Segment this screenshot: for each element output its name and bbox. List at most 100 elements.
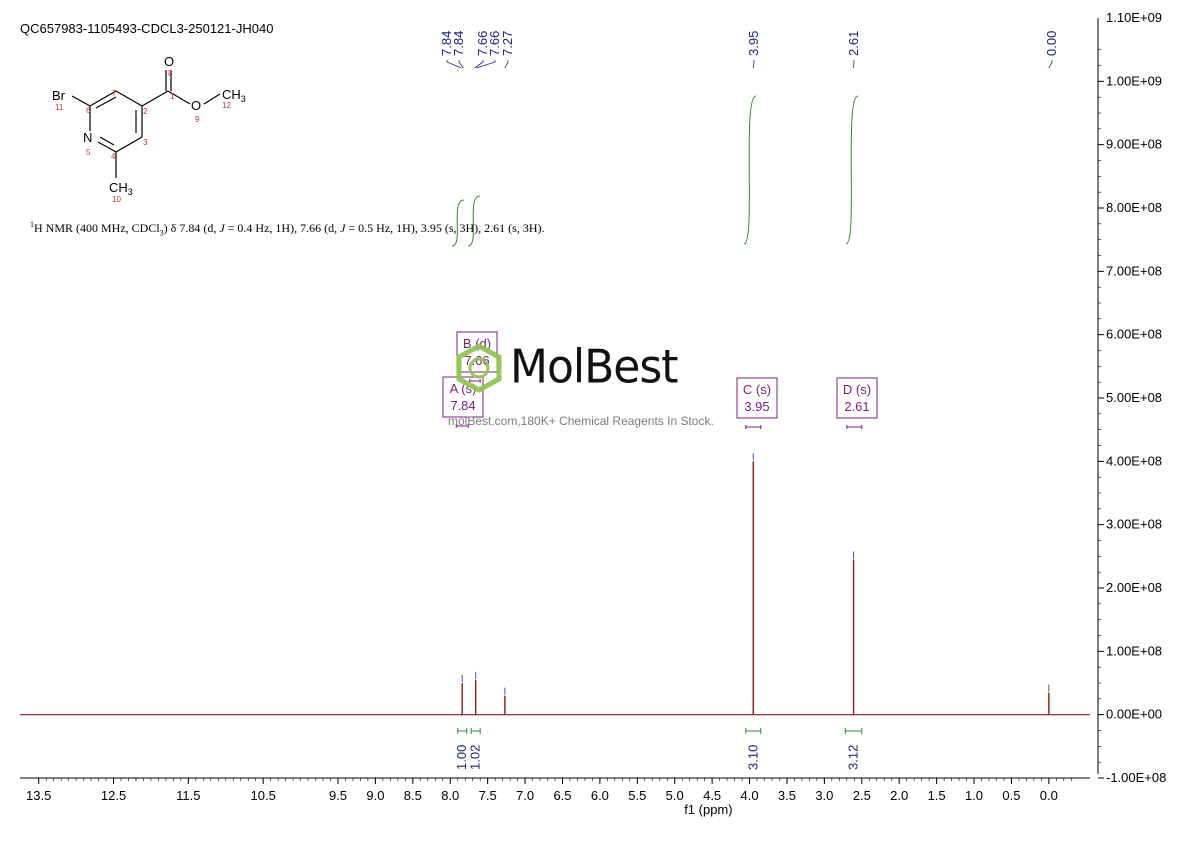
integral-value: 3.10	[745, 745, 760, 770]
x-tick-label: 6.0	[591, 788, 609, 803]
atom-o-ester-number: 9	[195, 115, 200, 124]
peak-label-connector	[504, 60, 509, 69]
atom-ch3-ester-number: 12	[222, 101, 231, 110]
integral-curve	[451, 199, 465, 247]
y-tick-label: 5.00E+08	[1106, 390, 1162, 405]
multiplet-boxes: A (s)7.84B (d)7.66C (s)3.95D (s)2.61	[442, 331, 878, 429]
y-tick-label: 1.00E+08	[1106, 643, 1162, 658]
bond-c3-c4	[115, 136, 143, 153]
bond-c1-o9	[167, 90, 191, 105]
y-tick-label: 1.00E+09	[1106, 73, 1162, 88]
y-tick-label: -1.00E+08	[1106, 770, 1166, 785]
y-tick-label: 9.00E+08	[1106, 137, 1162, 152]
x-tick-label: 2.0	[890, 788, 908, 803]
molecule-structure	[71, 70, 221, 178]
y-tick-label: 0.00E+00	[1106, 707, 1162, 722]
peak-label: 7.66	[487, 31, 502, 56]
spectrum-trace	[20, 453, 1090, 716]
peak-label-connector	[752, 60, 755, 69]
x-tick-label: 12.5	[101, 788, 126, 803]
axes: 13.5 12.5 11.5 10.5 9.5 9.0 8.5 8.0 7.5 7.0 6.5 6.0…	[20, 10, 1166, 817]
bond-c6-c7	[89, 90, 117, 107]
atom-o-ester: O	[191, 98, 201, 113]
atom-c3-number: 3	[143, 138, 148, 147]
x-tick-label: 7.0	[516, 788, 534, 803]
peak-label: 7.84	[439, 31, 454, 56]
atom-n-number: 5	[86, 148, 91, 157]
multiplet-range	[846, 425, 863, 429]
x-tick-label: 8.5	[404, 788, 422, 803]
x-tick-label: 1.0	[965, 788, 983, 803]
integral-value: 3.12	[846, 745, 861, 770]
integral-curve	[845, 95, 859, 245]
y-tick-label: 4.00E+08	[1106, 453, 1162, 468]
integral-range	[844, 728, 863, 734]
y-tick-label-top: 1.10E+09	[1106, 10, 1162, 25]
atom-br-number: 11	[55, 103, 64, 112]
peak-label: 7.27	[500, 31, 515, 56]
y-tick-label: 3.00E+08	[1106, 517, 1162, 532]
integral-curve	[743, 95, 757, 245]
bond-c6-br	[71, 95, 91, 107]
bond-o9-c12	[203, 93, 221, 105]
molecule-labels: Br 11 N 5 O 8 O 9 CH3 12 CH3 10 1 2 3 4 …	[52, 54, 246, 204]
atom-ch3-ring: CH3	[109, 180, 133, 197]
atom-c4-number: 4	[111, 152, 116, 161]
x-tick-label: 11.5	[176, 788, 200, 803]
peak-labels: 7.847.84 7.667.667.27 3.95 2.61 0.00	[439, 31, 1059, 69]
peak-label: 7.66	[475, 31, 490, 56]
x-tick-label: 9.0	[366, 788, 384, 803]
x-tick-label: 0.5	[1002, 788, 1020, 803]
watermark-brand: MolBest	[510, 340, 679, 395]
x-tick-label: 8.0	[441, 788, 459, 803]
x-tick-label: 3.5	[778, 788, 796, 803]
watermark-tagline: molBest.com,180K+ Chemical Reagents In S…	[448, 414, 714, 428]
atom-o-carbonyl-number: 8	[168, 69, 173, 78]
atom-ch3-ring-number: 10	[112, 195, 121, 204]
molbest-logo-icon	[456, 343, 502, 393]
peak-label: 2.61	[846, 31, 861, 56]
peak-label: 0.00	[1044, 31, 1059, 56]
sample-id-title: QC657983-1105493-CDCL3-250121-JH040	[20, 21, 273, 36]
atom-n: N	[83, 130, 92, 145]
atom-ch3-ester: CH3	[222, 87, 246, 104]
peak-label: 7.84	[451, 31, 466, 56]
y-tick-label: 7.00E+08	[1106, 263, 1162, 278]
peak-label-connector	[446, 60, 462, 69]
atom-c7-number: 7	[112, 89, 117, 98]
atom-br: Br	[52, 88, 66, 103]
multiplet-letter: D (s)	[843, 382, 871, 397]
atom-o-carbonyl: O	[164, 54, 174, 69]
x-tick-label: 3.0	[815, 788, 833, 803]
x-tick-label: 2.5	[853, 788, 871, 803]
y-tick-label: 6.00E+08	[1106, 327, 1162, 342]
y-tick-label: 2.00E+08	[1106, 580, 1162, 595]
integral-curve	[467, 195, 481, 247]
integral-value: 1.02	[468, 745, 483, 770]
peak-label-connector	[476, 60, 496, 69]
multiplet-shift: 7.84	[450, 398, 475, 413]
multiplet-range	[745, 425, 762, 429]
multiplet-box	[736, 377, 778, 419]
multiplet-range	[455, 424, 469, 428]
x-tick-label: 7.5	[479, 788, 497, 803]
integral-curves	[451, 95, 859, 247]
peak-label: 3.95	[746, 31, 761, 56]
x-tick-label: 4.0	[741, 788, 759, 803]
integration-markers: 1.001.02 3.10 3.12	[454, 728, 863, 770]
bond-c4-n5-double	[99, 136, 115, 146]
bond-c6-c7-double	[95, 96, 117, 109]
x-tick-label: 1.5	[928, 788, 946, 803]
bond-c2-c1	[141, 90, 169, 107]
multiplet-shift: 3.95	[744, 399, 769, 414]
bond-c7-c2	[115, 90, 143, 107]
x-tick-label: 5.0	[666, 788, 684, 803]
multiplet-box	[836, 377, 878, 419]
x-tick-label: 4.5	[703, 788, 721, 803]
integral-range	[745, 728, 762, 734]
integral-range	[457, 728, 468, 734]
integral-range	[470, 728, 481, 734]
x-tick-label: 5.5	[628, 788, 646, 803]
integral-value: 1.00	[454, 745, 469, 770]
peak-label-connector	[1048, 60, 1053, 69]
